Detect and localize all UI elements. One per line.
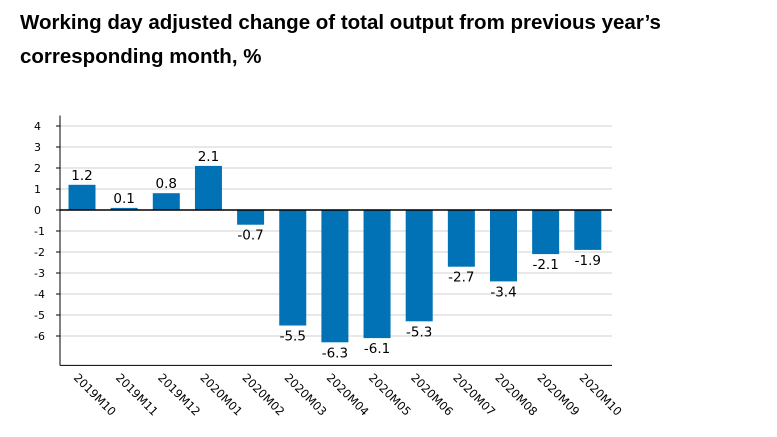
x-tick-label: 2020M10 [577,371,625,419]
x-tick-label: 2020M03 [282,371,330,419]
data-label: -6.3 [322,345,348,361]
y-tick-label: -6 [34,330,45,343]
x-tick-label: 2020M05 [366,371,414,419]
data-label: -0.7 [237,228,263,244]
y-tick-label: -4 [34,288,45,301]
x-tick-labels: 2019M102019M112019M122020M012020M022020M… [71,371,625,419]
x-tick-label: 2020M02 [239,371,287,419]
bar [405,210,433,322]
x-tick-label: 2019M10 [71,371,119,419]
bar [447,210,475,267]
y-tick-label: 0 [34,204,41,217]
data-label: 1.2 [71,168,92,184]
y-tick-label: -2 [34,246,45,259]
chart-title: Working day adjusted change of total out… [20,11,661,68]
y-tick-label: -5 [34,309,45,322]
bar [68,184,96,210]
bar [194,165,222,210]
data-label: -2.1 [532,257,558,273]
data-label: 2.1 [198,149,219,165]
data-label: -3.4 [490,284,516,300]
x-tick-label: 2020M04 [324,371,372,419]
data-label: 0.1 [113,191,134,207]
bar [363,210,391,339]
bar [574,210,602,250]
x-tick-label: 2020M09 [535,371,583,419]
data-label: -2.7 [448,270,474,286]
y-tick-label: 2 [34,162,41,175]
bar [237,210,265,225]
bar [279,210,307,326]
y-tick-label: 4 [34,120,41,133]
x-tick-label: 2019M12 [155,371,203,419]
x-tick-label: 2020M06 [408,371,456,419]
axes [56,115,612,366]
data-label: 0.8 [156,176,177,192]
y-tick-label: -1 [34,225,45,238]
y-tick-label: -3 [34,267,45,280]
bar [152,193,180,210]
x-tick-label: 2020M01 [197,371,245,419]
bar [532,210,560,255]
bars [68,165,602,343]
x-tick-label: 2020M08 [492,371,540,419]
data-label: -5.3 [406,324,432,340]
x-tick-label: 2019M11 [113,371,161,419]
data-label: -1.9 [575,253,601,269]
bar [321,210,349,343]
data-label: -5.5 [280,329,306,345]
y-tick-label: 1 [34,183,41,196]
data-labels: 1.2 0.1 0.8 2.1 -0.7 -5.5 -6.3 -6.1 -5.3 -2.7 -3.4… [71,149,601,361]
bar [110,207,138,210]
x-tick-label: 2020M07 [450,371,498,419]
bar [490,210,517,282]
data-label: -6.1 [364,341,390,357]
y-tick-label: 3 [34,141,41,154]
y-tick-labels: 4 3 2 1 0 -1 -2 -3 -4 -5 -6 [34,120,45,343]
